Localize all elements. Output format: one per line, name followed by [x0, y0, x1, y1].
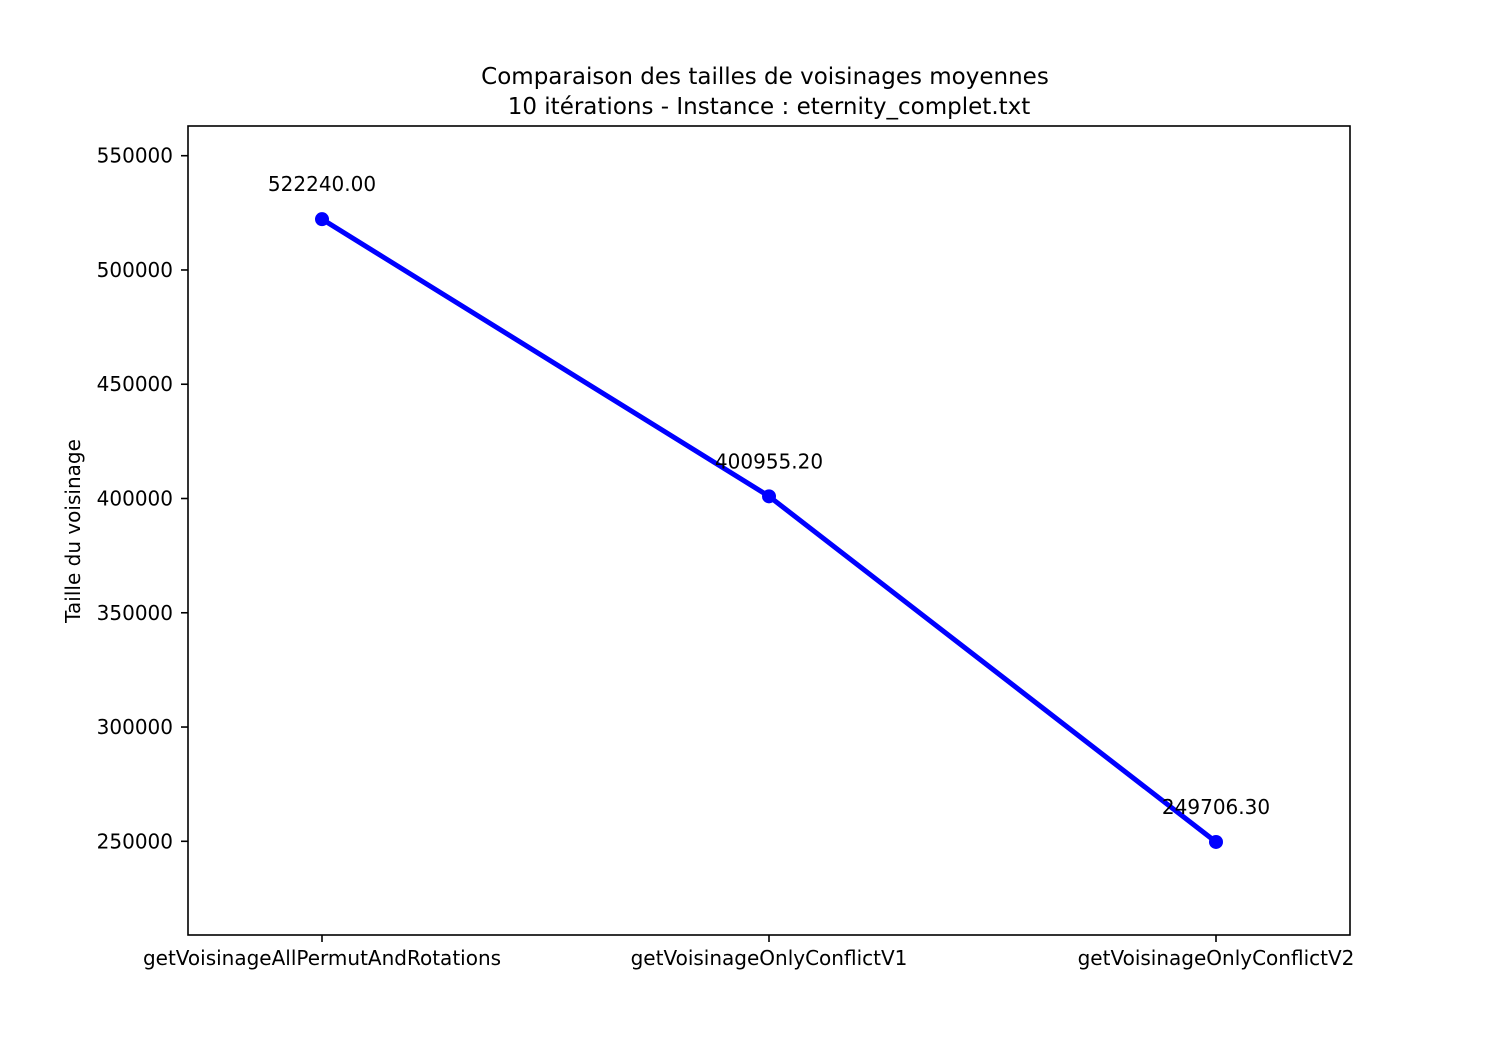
data-point [315, 212, 329, 227]
data-point [762, 489, 776, 504]
y-tick-label: 300000 [97, 715, 173, 739]
chart-title: Comparaison des tailles de voisinages mo… [481, 64, 1049, 90]
y-tick-label: 400000 [97, 487, 173, 511]
y-axis-label: Taille du voisinage [61, 439, 85, 624]
series-markers [315, 212, 1223, 849]
chart-subtitle: 10 itérations - Instance : eternity_comp… [508, 94, 1031, 120]
data-label: 400955.20 [715, 449, 823, 473]
data-label: 522240.00 [268, 172, 376, 196]
data-label: 249706.30 [1162, 795, 1270, 819]
y-tick-label: 350000 [97, 601, 173, 625]
y-tick-label: 500000 [97, 258, 173, 282]
y-tick-label: 250000 [97, 829, 173, 853]
data-point [1209, 834, 1223, 849]
y-tick-label: 450000 [97, 372, 173, 396]
y-axis: 250000 300000 350000 400000 450000 500000 5500… [97, 144, 188, 853]
data-labels: 522240.00 400955.20 249706.30 [268, 172, 1270, 819]
y-tick-label: 550000 [97, 144, 173, 168]
x-axis: getVoisinageAllPermutAndRotations getVois… [143, 935, 1354, 970]
x-tick-label: getVoisinageOnlyConflictV1 [631, 946, 908, 970]
x-tick-label: getVoisinageAllPermutAndRotations [143, 946, 501, 970]
x-tick-label: getVoisinageOnlyConflictV2 [1078, 946, 1355, 970]
